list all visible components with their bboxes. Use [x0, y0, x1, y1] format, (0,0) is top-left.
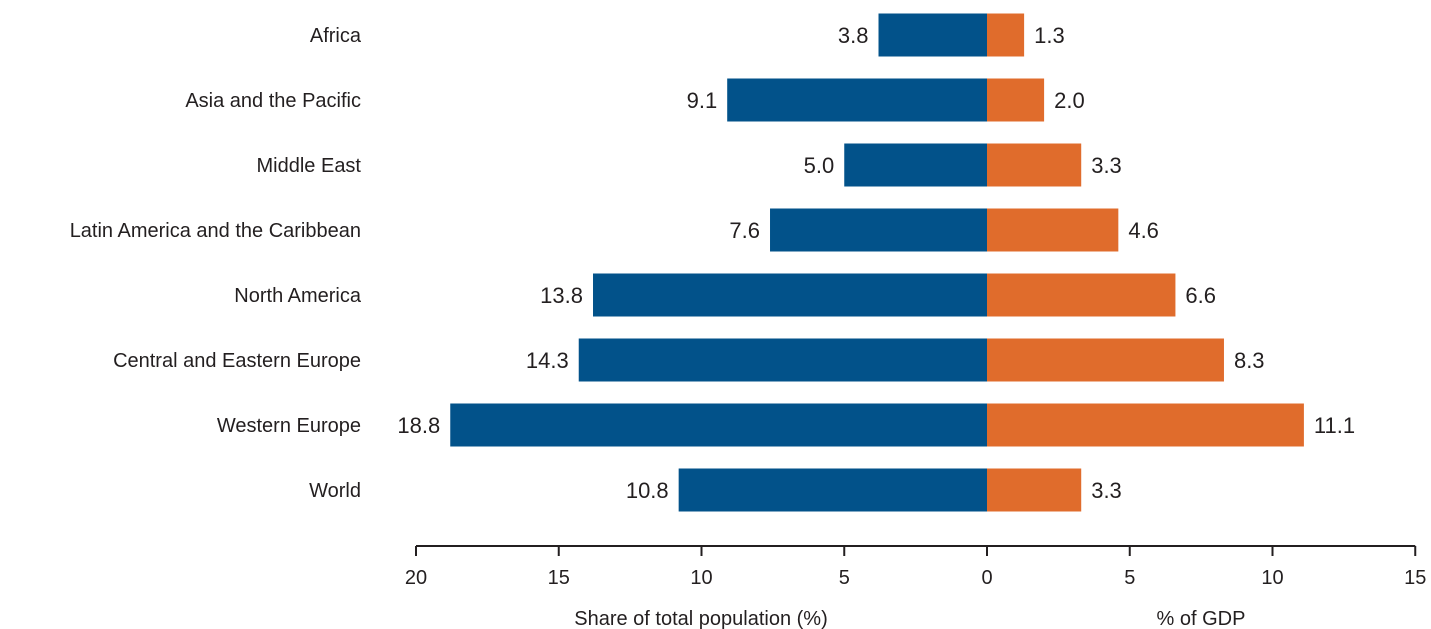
right-bar-value-label: 1.3 [1034, 23, 1065, 48]
left-bar [844, 143, 987, 187]
category-label: Western Europe [217, 415, 361, 437]
left-bar-value-label: 3.8 [838, 23, 869, 48]
right-bar-value-label: 2.0 [1054, 88, 1085, 113]
category-labels-group: Africa Asia and the Pacific Middle East Lat… [70, 25, 362, 502]
x-axis-tick-label: 10 [1261, 567, 1283, 589]
category-label: Central and Eastern Europe [113, 350, 361, 372]
left-bar [727, 78, 987, 122]
right-bar [987, 468, 1082, 512]
right-axis-title: % of GDP [1157, 608, 1246, 629]
x-axis-tick-label: 10 [690, 567, 712, 589]
category-label: North America [234, 285, 362, 307]
x-axis-tick-label: 20 [405, 567, 427, 589]
x-axis-tick-label: 15 [1404, 567, 1426, 589]
x-axis-tick-label: 0 [981, 567, 992, 589]
category-label: Asia and the Pacific [185, 90, 361, 112]
right-bar-value-label: 6.6 [1185, 283, 1216, 308]
x-axis-tick-label: 5 [839, 567, 850, 589]
x-axis-tick-label: 15 [548, 567, 570, 589]
category-label: Latin America and the Caribbean [70, 220, 361, 242]
left-bar-value-label: 14.3 [526, 348, 569, 373]
value-labels-group: 3.8 1.3 9.1 2.0 5.0 3.3 7.6 4.6 13.8 6.6 14.3 8.3 18… [397, 23, 1355, 503]
right-bar-value-label: 4.6 [1128, 218, 1159, 243]
left-bar [578, 338, 987, 382]
left-bar-value-label: 18.8 [397, 413, 440, 438]
category-label: Africa [310, 25, 362, 47]
left-bar-value-label: 7.6 [729, 218, 760, 243]
left-bar [770, 208, 987, 252]
category-label: World [309, 480, 361, 502]
left-bar [678, 468, 987, 512]
right-bar [987, 403, 1304, 447]
left-bar-value-label: 10.8 [626, 478, 669, 503]
left-bar [878, 13, 987, 57]
right-bar [987, 273, 1176, 317]
x-axis-tick-label: 5 [1124, 567, 1135, 589]
right-bar-value-label: 3.3 [1091, 478, 1122, 503]
left-bar [450, 403, 987, 447]
left-bar-value-label: 9.1 [687, 88, 718, 113]
left-bar-value-label: 13.8 [540, 283, 583, 308]
left-bar-value-label: 5.0 [804, 153, 835, 178]
right-bar-value-label: 11.1 [1314, 413, 1355, 438]
left-bar [593, 273, 987, 317]
right-bar-value-label: 3.3 [1091, 153, 1122, 178]
category-label: Middle East [257, 155, 362, 177]
left-axis-title: Share of total population (%) [574, 608, 828, 629]
bars-group [450, 13, 1304, 512]
right-bar [987, 208, 1119, 252]
x-axis: 20 15 10 5 0 5 10 15 [405, 545, 1426, 589]
right-bar [987, 78, 1045, 122]
right-bar [987, 338, 1224, 382]
right-bar [987, 13, 1025, 57]
right-bar [987, 143, 1082, 187]
right-bar-value-label: 8.3 [1234, 348, 1265, 373]
